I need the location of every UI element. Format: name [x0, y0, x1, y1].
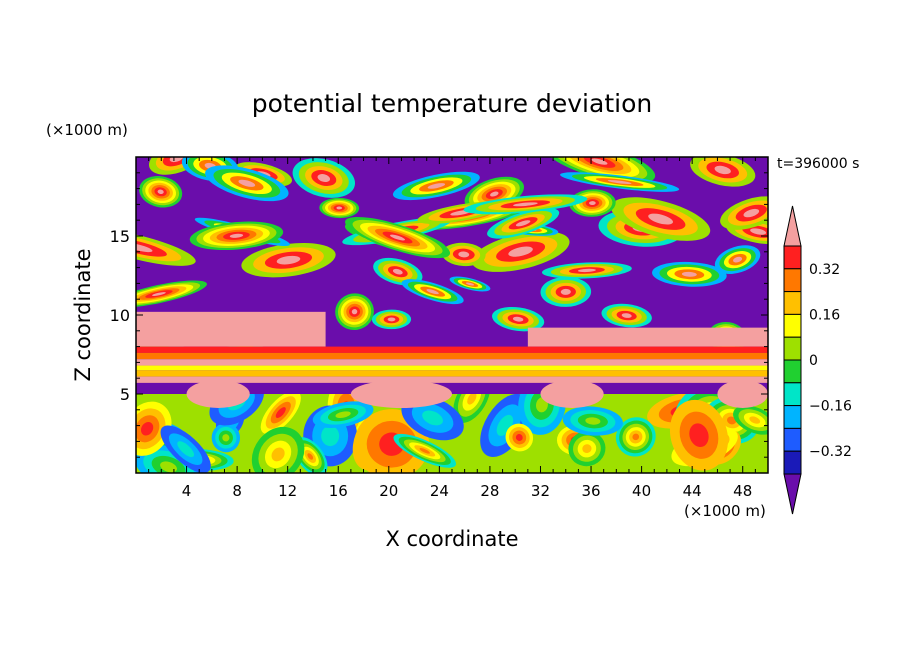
x-tick-label: 16 — [329, 482, 348, 500]
x-tick-label: 24 — [430, 482, 449, 500]
colorbar-swatch — [783, 450, 802, 475]
upper-plume — [441, 242, 486, 267]
upper-plume — [652, 261, 727, 287]
inversion-band — [136, 346, 768, 353]
upper-plume — [714, 245, 761, 274]
upper-plume — [136, 229, 196, 266]
lower-eddy — [136, 401, 172, 456]
x-unit-label: (×1000 m) — [684, 502, 766, 520]
upper-plume — [292, 158, 356, 198]
pink-dome — [540, 380, 604, 408]
y-tick-label: 5 — [120, 385, 130, 404]
upper-plume — [471, 231, 570, 272]
colorbar-swatch — [783, 427, 802, 452]
y-tick-label: 15 — [110, 227, 130, 246]
inversion-band — [136, 382, 768, 394]
pink-dome — [717, 380, 768, 408]
lower-eddy — [568, 431, 606, 467]
upper-plume — [373, 257, 423, 286]
upper-plume — [601, 303, 652, 328]
inversion-band — [136, 359, 768, 366]
chart-title: potential temperature deviation — [252, 89, 652, 118]
upper-plume — [241, 242, 336, 278]
pink-dome — [186, 380, 250, 408]
x-tick-label: 4 — [182, 482, 192, 500]
upper-plume — [487, 207, 560, 239]
upper-plume — [401, 279, 464, 305]
x-tick-label: 40 — [632, 482, 651, 500]
upper-plume — [449, 276, 491, 292]
x-axis-ticks: 4 8 12 16 20 24 28 32 36 40 44 48 — [148, 157, 756, 500]
inversion-band — [136, 376, 768, 383]
upper-plume — [541, 262, 632, 279]
lower-eddy — [251, 426, 305, 473]
x-tick-label: 28 — [480, 482, 499, 500]
colorbar-swatch — [783, 405, 802, 429]
upper-plume — [492, 306, 545, 332]
lower-eddy — [562, 406, 623, 436]
inversion-band — [136, 365, 768, 371]
x-tick-label: 36 — [581, 482, 600, 500]
x-tick-label: 20 — [379, 482, 398, 500]
x-tick-label: 44 — [683, 482, 702, 500]
lower-eddy — [211, 423, 241, 453]
upper-plume — [139, 176, 183, 208]
x-axis-label: X coordinate — [385, 527, 518, 551]
contour-field — [136, 157, 768, 473]
pink-dome — [350, 380, 452, 408]
colorbar-label: −0.32 — [809, 444, 852, 460]
pink-layer — [527, 327, 768, 347]
colorbar-label: −0.16 — [809, 399, 852, 415]
upper-plume — [371, 309, 412, 330]
upper-plume — [463, 194, 588, 215]
inversion-band — [136, 370, 768, 377]
y-axis-label: Z coordinate — [71, 248, 95, 381]
lower-eddy — [669, 399, 729, 471]
colorbar-top-arrow — [783, 205, 802, 247]
colorbar-swatch — [783, 336, 802, 361]
time-label: t=396000 s — [777, 156, 859, 172]
lower-eddy — [393, 433, 457, 468]
colorbar-label: 0.16 — [809, 307, 840, 323]
lower-eddy — [505, 423, 534, 452]
upper-plume — [319, 197, 360, 219]
upper-plume — [392, 171, 480, 201]
lower-eddy — [260, 390, 301, 435]
lower-eddy — [312, 401, 374, 428]
x-tick-label: 48 — [733, 482, 752, 500]
colorbar-swatch — [783, 313, 802, 338]
upper-plume — [205, 165, 289, 202]
upper-plume — [136, 280, 207, 308]
upper-plume — [543, 157, 656, 184]
colorbar: 0.32 0.16 0 −0.16 −0.32 — [783, 205, 852, 515]
upper-plume — [611, 197, 711, 241]
upper-plume — [189, 221, 284, 251]
upper-plume — [690, 157, 756, 187]
y-tick-label: 10 — [110, 306, 130, 325]
x-tick-label: 32 — [531, 482, 550, 500]
colorbar-bottom-arrow — [783, 473, 802, 515]
upper-plume — [335, 293, 374, 331]
lower-eddy — [733, 405, 768, 435]
y-axis-ticks: 5 10 15 — [110, 172, 768, 458]
colorbar-swatch — [783, 359, 802, 384]
colorbar-swatch — [783, 382, 802, 407]
colorbar-label: 0 — [809, 353, 818, 369]
inversion-band — [136, 352, 768, 360]
upper-plume — [540, 276, 592, 307]
colorbar-swatch — [783, 268, 802, 293]
x-tick-label: 12 — [278, 482, 297, 500]
y-unit-label: (×1000 m) — [46, 121, 128, 139]
lower-eddy — [160, 425, 211, 473]
x-tick-label: 8 — [232, 482, 242, 500]
colorbar-swatch — [783, 245, 802, 270]
colorbar-label: 0.32 — [809, 262, 840, 278]
upper-plume — [560, 172, 680, 192]
colorbar-swatch — [783, 291, 802, 315]
upper-plume — [345, 216, 451, 259]
pink-layer — [136, 311, 326, 347]
lower-eddy — [615, 417, 656, 457]
